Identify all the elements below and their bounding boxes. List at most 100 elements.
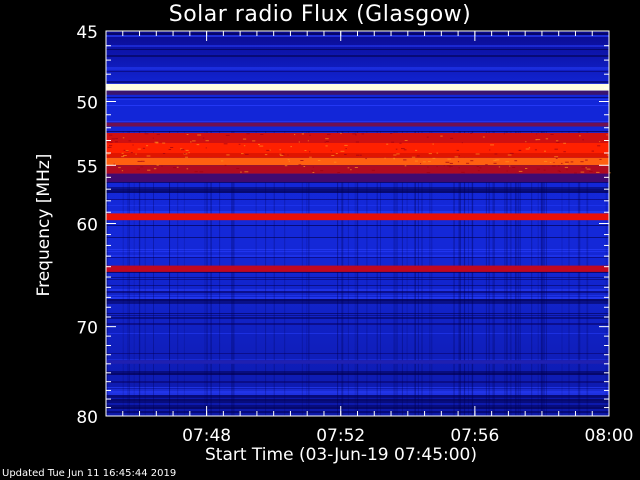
band-ripple	[554, 148, 558, 150]
noise-line	[106, 291, 609, 293]
band-ripple	[240, 171, 242, 173]
band-ripple	[109, 141, 113, 143]
band-ripple	[354, 167, 358, 168]
band-ripple	[606, 154, 609, 156]
band-ripple	[186, 134, 189, 135]
band-ripple	[243, 145, 246, 147]
band-ripple	[514, 160, 518, 162]
band-ripple	[574, 172, 577, 174]
band-ripple	[449, 166, 451, 168]
band-ripple	[582, 139, 584, 141]
band-ripple	[606, 134, 608, 136]
band-ripple	[525, 148, 530, 150]
noise-column	[396, 131, 398, 416]
noise-column	[169, 131, 170, 416]
band-ripple	[535, 139, 538, 141]
band-ripple	[194, 171, 198, 173]
noise-column	[255, 131, 257, 416]
noise-line	[106, 71, 609, 72]
band-ripple	[428, 153, 432, 155]
band-ripple	[470, 132, 473, 134]
noise-column	[284, 131, 286, 416]
band-ripple	[121, 152, 124, 154]
band-ripple	[450, 165, 453, 167]
band-ripple	[355, 134, 357, 136]
band-ripple	[347, 167, 350, 169]
band-ripple	[303, 166, 306, 167]
noise-column	[127, 131, 129, 416]
noise-column	[380, 131, 381, 416]
noise-column	[468, 131, 469, 416]
band-ripple	[461, 171, 465, 173]
noise-line	[106, 257, 609, 258]
emission-band	[106, 265, 609, 272]
band-ripple	[493, 162, 497, 164]
band-ripple	[238, 143, 241, 145]
band-ripple	[259, 145, 264, 147]
x-axis-label: Start Time (03-Jun-19 07:45:00)	[205, 445, 477, 465]
noise-line	[106, 255, 609, 257]
noise-line	[106, 399, 609, 401]
band-ripple	[142, 147, 146, 149]
noise-column	[605, 131, 607, 416]
noise-column	[183, 131, 185, 416]
noise-column	[510, 131, 512, 416]
noise-column	[540, 131, 542, 416]
noise-line	[106, 277, 609, 278]
band-ripple	[609, 172, 611, 174]
noise-line	[106, 393, 609, 395]
y-tick-label: 55	[76, 157, 98, 177]
band-ripple	[432, 157, 436, 159]
noise-column	[472, 131, 474, 416]
band-ripple	[123, 155, 127, 156]
band-ripple	[450, 137, 454, 139]
noise-line	[106, 401, 609, 403]
band-ripple	[180, 149, 185, 151]
band-ripple	[340, 132, 342, 134]
noise-column	[232, 131, 234, 416]
band-ripple	[440, 135, 443, 137]
x-tick-label: 08:00	[585, 426, 634, 446]
band-ripple	[505, 161, 510, 163]
noise-column	[219, 131, 221, 416]
band-ripple	[580, 161, 584, 163]
band-ripple	[246, 133, 250, 135]
band-ripple	[125, 150, 129, 152]
band-ripple	[458, 167, 460, 169]
band-ripple	[185, 156, 188, 158]
band-ripple	[443, 165, 445, 167]
band-ripple	[330, 150, 332, 152]
band-ripple	[361, 133, 365, 135]
band-ripple	[269, 149, 271, 151]
y-tick-label: 45	[76, 23, 98, 43]
band-ripple	[244, 171, 249, 173]
band-ripple	[298, 164, 302, 166]
y-axis-label: Frequency [MHz]	[34, 153, 54, 297]
band-ripple	[411, 156, 416, 158]
band-ripple	[325, 138, 329, 140]
band-ripple	[135, 153, 137, 155]
emission-bands	[106, 83, 611, 364]
band-ripple	[221, 160, 224, 162]
band-ripple	[141, 160, 145, 162]
noise-column	[177, 131, 179, 416]
band-ripple	[428, 161, 431, 162]
noise-line	[106, 301, 609, 303]
band-ripple	[563, 142, 566, 144]
noise-column	[587, 131, 589, 416]
noise-line	[106, 295, 609, 296]
band-ripple	[312, 166, 314, 168]
noise-column	[233, 131, 235, 416]
band-ripple	[490, 144, 494, 146]
band-ripple	[356, 154, 360, 156]
noise-column	[204, 131, 206, 416]
band-ripple	[544, 160, 548, 162]
band-ripple	[599, 141, 601, 143]
noise-column	[485, 131, 487, 416]
band-ripple	[563, 151, 566, 153]
noise-line	[106, 333, 609, 334]
noise-line	[106, 397, 609, 398]
noise-column	[561, 131, 563, 416]
x-tick-label: 07:56	[450, 426, 499, 446]
band-ripple	[386, 143, 389, 145]
